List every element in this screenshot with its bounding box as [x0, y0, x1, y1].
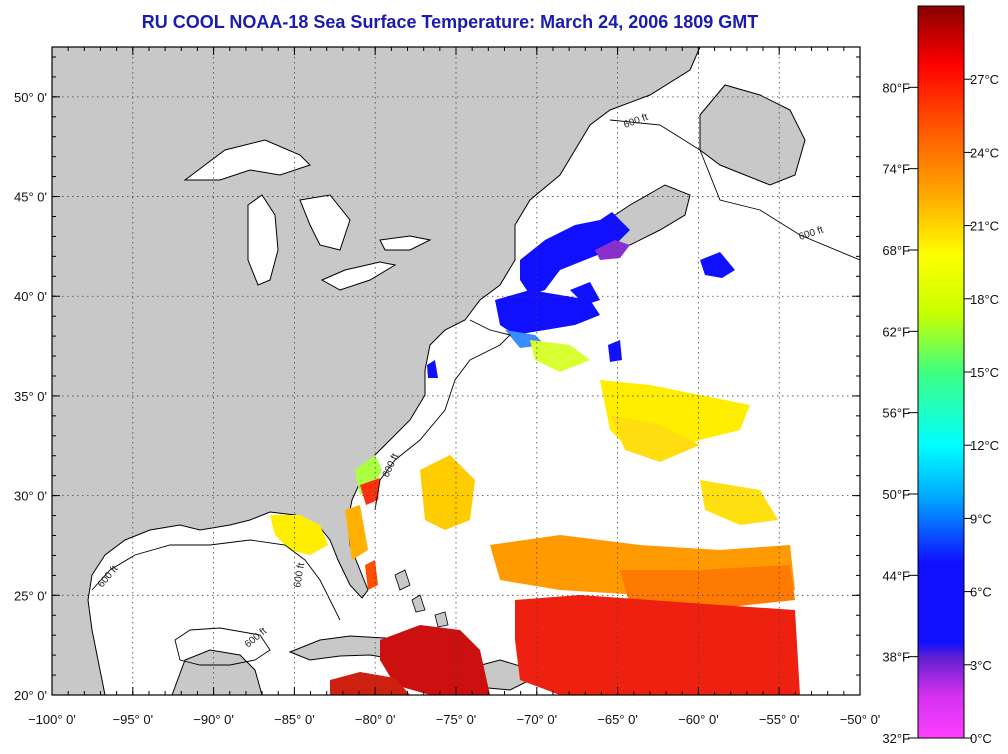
colorbar-c-label: 12°C [970, 438, 999, 453]
colorbar-c-label: 24°C [970, 145, 999, 160]
lon-label: −60° 0' [678, 712, 719, 727]
lat-label: 40° 0' [14, 289, 47, 304]
colorbar-c-label: 18°C [970, 292, 999, 307]
lon-label: −80° 0' [355, 712, 396, 727]
great-lakes [183, 139, 432, 291]
sst-cold-patches [427, 212, 735, 378]
sst-mid-patches [270, 340, 778, 555]
isobath-600ft [91, 119, 860, 666]
lon-label: −90° 0' [193, 712, 234, 727]
lon-label: −65° 0' [597, 712, 638, 727]
map-title: RU COOL NOAA-18 Sea Surface Temperature:… [141, 12, 759, 32]
lat-label: 25° 0' [14, 588, 47, 603]
lat-label: 35° 0' [14, 389, 47, 404]
colorbar-f-label: 50°F [882, 487, 910, 502]
lat-label: 20° 0' [14, 688, 47, 703]
lat-label: 50° 0' [14, 90, 47, 105]
colorbar-c-label: 3°C [970, 658, 992, 673]
lon-label: −100° 0' [28, 712, 76, 727]
colorbar-fahrenheit-labels: 80°F 74°F 68°F 62°F 56°F 50°F 44°F 38°F 32°F [882, 80, 918, 746]
colorbar-f-label: 74°F [882, 162, 910, 177]
lon-label: −70° 0' [517, 712, 558, 727]
colorbar-f-label: 56°F [882, 406, 910, 421]
colorbar-f-label: 68°F [882, 243, 910, 258]
lon-label: −85° 0' [274, 712, 315, 727]
colorbar-celsius-labels: 27°C 24°C 21°C 18°C 15°C 12°C 9°C 6°C 3°C 0°C [964, 72, 999, 746]
lat-label: 45° 0' [14, 190, 47, 205]
colorbar-c-label: 0°C [970, 731, 992, 746]
latitude-labels: 50° 0' 45° 0' 40° 0' 35° 0' 30° 0' 25° 0' 20° … [14, 90, 47, 703]
newfoundland-land [699, 84, 806, 186]
axis-ticks [51, 47, 861, 696]
colorbar-f-label: 62°F [882, 324, 910, 339]
graticule [52, 47, 860, 695]
yucatan-land [171, 649, 263, 695]
colorbar-c-label: 27°C [970, 72, 999, 87]
colorbar-c-label: 15°C [970, 365, 999, 380]
colorbar-c-label: 6°C [970, 585, 992, 600]
lon-label: −75° 0' [436, 712, 477, 727]
colorbar-c-label: 21°C [970, 219, 999, 234]
colorbar-f-label: 38°F [882, 650, 910, 665]
lon-label: −50° 0' [840, 712, 881, 727]
colorbar-f-label: 44°F [882, 568, 910, 583]
lat-label: 30° 0' [14, 489, 47, 504]
isobath-label: 600 ft [292, 562, 307, 589]
colorbar-c-label: 9°C [970, 511, 992, 526]
bahamas-land [394, 569, 449, 628]
colorbar-f-label: 80°F [882, 80, 910, 95]
colorbar-f-label: 32°F [882, 731, 910, 746]
longitude-labels: −100° 0' −95° 0' −90° 0' −85° 0' −80° 0' −75°… [28, 712, 880, 727]
colorbar [917, 5, 965, 739]
sst-warm-patches [330, 478, 800, 695]
lon-label: −95° 0' [113, 712, 154, 727]
lon-label: −55° 0' [759, 712, 800, 727]
